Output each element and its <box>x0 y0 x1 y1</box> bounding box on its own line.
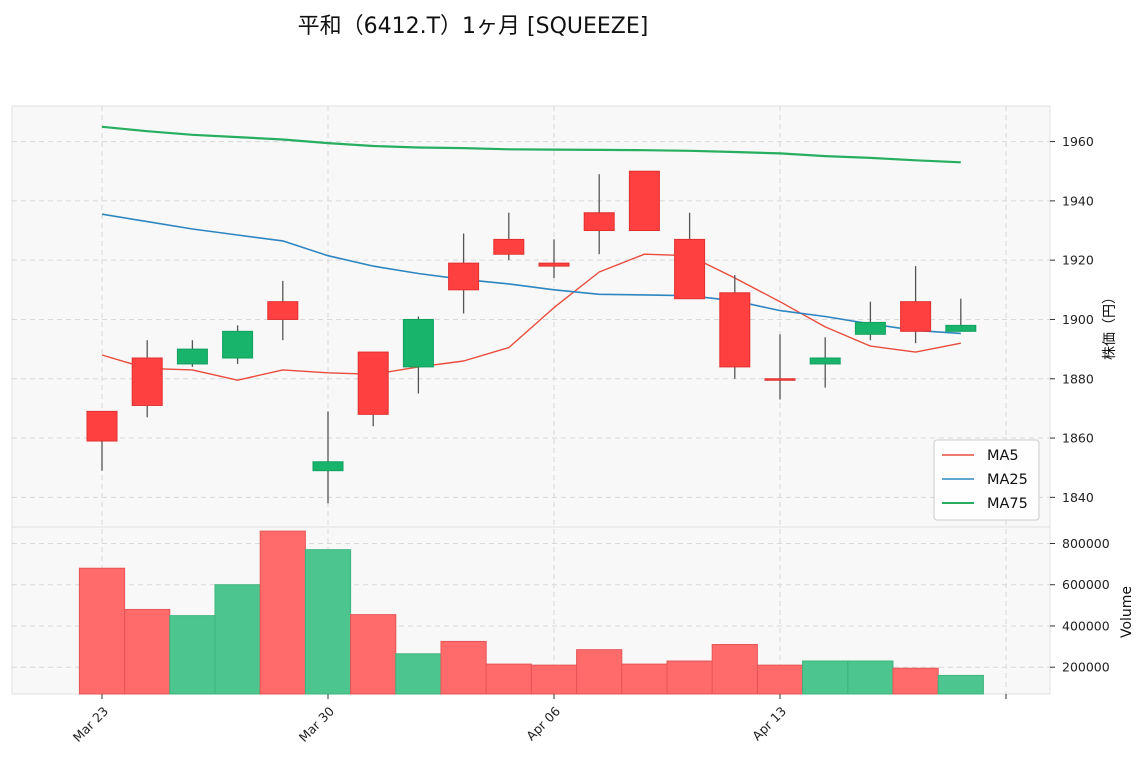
candle-body <box>538 262 570 267</box>
candle-body <box>854 321 886 335</box>
volume-bar <box>78 567 126 695</box>
line-ma75 <box>101 125 961 164</box>
x-tick-label: Mar 30 <box>296 703 337 744</box>
candle-body <box>131 357 163 406</box>
volume-tick-label: 200000 <box>1062 660 1110 675</box>
candles <box>86 170 977 504</box>
volume-axis-ticks: 200000 400000 600000 800000 <box>1050 536 1110 675</box>
candle-body <box>312 461 344 472</box>
volume-bar <box>666 660 713 695</box>
volume-bar <box>350 614 397 695</box>
price-tick-label: 1860 <box>1062 431 1094 446</box>
volume-bar <box>937 674 984 695</box>
price-axis-label: 株価（円） <box>1102 290 1118 360</box>
price-panel-background <box>11 105 1051 528</box>
legend: MA5 MA25 MA75 <box>933 439 1040 521</box>
price-tick-label: 1900 <box>1062 312 1094 327</box>
volume-bar <box>485 663 532 695</box>
volume-bar <box>756 664 804 695</box>
line-ma25 <box>101 213 961 335</box>
legend-ma75-label: MA75 <box>987 496 1028 512</box>
candle-body <box>809 357 841 365</box>
volume-bar <box>576 649 623 695</box>
volume-bar <box>847 660 894 695</box>
volume-tick-label: 600000 <box>1062 577 1110 592</box>
candle-body <box>448 262 480 291</box>
candle-body <box>357 351 389 415</box>
volume-bar <box>530 664 578 695</box>
volume-bar <box>304 549 352 695</box>
candle-body <box>222 330 254 359</box>
x-tick-label: Apr 13 <box>749 704 789 744</box>
volume-bar <box>802 660 849 695</box>
x-tick-label: Apr 06 <box>523 703 563 743</box>
volume-bar <box>621 663 668 695</box>
volume-bars <box>78 530 984 695</box>
candle-body <box>674 238 706 300</box>
volume-bar <box>124 608 171 695</box>
chart-title: 平和（6412.T）1ヶ月 [SQUEEZE] <box>297 14 649 39</box>
volume-tick-label: 800000 <box>1062 536 1110 551</box>
volume-tick-label: 400000 <box>1062 618 1110 633</box>
candle-body <box>176 348 208 365</box>
candle-body <box>267 301 299 320</box>
x-tick-label: Mar 23 <box>70 704 111 745</box>
candle-body <box>402 318 434 368</box>
candle-body <box>945 324 977 332</box>
candle-body <box>628 170 660 232</box>
volume-bar <box>395 653 442 695</box>
candle-body <box>493 238 525 255</box>
price-axis-ticks: 1840 1860 1880 1900 1920 1940 1960 <box>1050 134 1094 505</box>
volume-bar <box>259 530 306 695</box>
x-axis-ticks: Mar 23 Mar 30 Apr 06 Apr 13 <box>70 694 1007 745</box>
candle-body <box>583 212 615 232</box>
candle-body <box>900 301 932 332</box>
candle-body <box>86 410 118 442</box>
price-tick-label: 1840 <box>1062 490 1094 505</box>
volume-bar <box>214 584 261 695</box>
price-tick-label: 1920 <box>1062 253 1094 268</box>
price-tick-label: 1880 <box>1062 371 1094 386</box>
candle-body <box>764 378 796 381</box>
legend-box <box>933 439 1040 521</box>
volume-bar <box>892 667 939 695</box>
moving-average-lines <box>101 125 961 381</box>
legend-ma25-label: MA25 <box>987 472 1028 488</box>
volume-bar <box>711 644 758 695</box>
price-tick-label: 1940 <box>1062 193 1094 208</box>
line-ma5 <box>101 253 961 381</box>
volume-bar <box>440 640 487 695</box>
volume-axis-label: Volume <box>1119 586 1135 638</box>
candle-body <box>719 292 751 368</box>
price-tick-label: 1960 <box>1062 134 1094 149</box>
volume-bar <box>169 615 216 695</box>
legend-ma5-label: MA5 <box>987 448 1019 464</box>
